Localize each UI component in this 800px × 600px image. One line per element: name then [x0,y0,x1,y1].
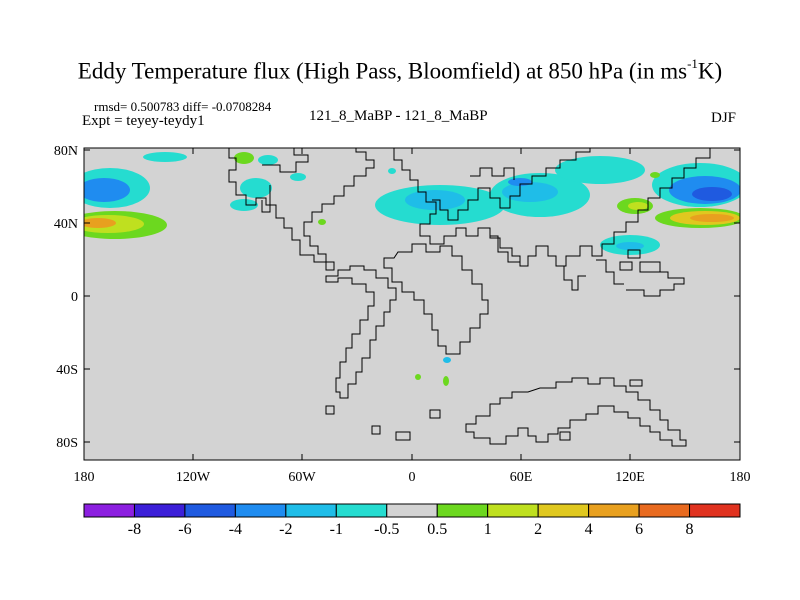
coastline [627,249,641,259]
stats-label: rmsd= 0.500783 diff= -0.0708284 [94,99,272,114]
coastline [325,265,397,399]
coastline [629,379,643,387]
colorbar-label: -1 [330,521,343,538]
lat-tick-marks [84,149,740,443]
colorbar-swatch [83,503,135,518]
lon-label: 180 [74,470,95,485]
anomaly-patch [443,357,451,363]
colorbar-swatch [638,503,691,518]
experiment-label: Expt = teyey-teydy1 [82,113,205,129]
colorbar-label: -8 [128,521,141,538]
coastline [470,167,515,180]
colorbar-label: 8 [686,521,694,538]
lon-tick-labels: 180 120W 60W 0 60E 120E 180 [74,470,751,485]
title-end: K) [697,58,723,84]
anomaly-patch [84,218,116,228]
colorbar-label: -2 [279,521,292,538]
anomaly-patch [502,182,558,202]
coastline [626,271,685,297]
lon-tick-marks [192,148,631,460]
lon-label: 120W [176,470,211,485]
colorbar-swatch [436,503,489,518]
colorbar-label: -6 [178,521,191,538]
colorbar-swatch [335,503,388,518]
coastline [395,431,411,441]
anomaly-patch [230,199,258,211]
lon-label: 120E [615,470,645,485]
colorbar-swatch [487,503,539,518]
anomaly-patch [388,168,396,174]
anomaly-patch [318,219,326,225]
colorbar-swatch [133,503,186,518]
coastline [325,405,335,415]
lon-label: 180 [730,470,751,485]
anomaly-patch [650,172,660,178]
season-label: DJF [711,110,737,126]
colorbar-label: 2 [534,521,542,538]
run-label: 121_8_MaBP - 121_8_MaBP [309,108,488,124]
anomaly-patch [258,155,278,165]
anomaly-patch [555,156,645,184]
lat-label: 40S [56,363,78,378]
coastline [429,409,441,419]
coastline [262,148,309,173]
anomaly-patch [290,173,306,181]
coastline [261,185,271,213]
anomaly-patch [690,214,734,222]
colorbar-swatch [386,503,438,518]
coastline [639,261,661,273]
anomaly-patch [143,152,187,162]
colorbar-swatch [537,503,590,518]
colorbar-labels: -8 -6 -4 -2 -1 -0.5 0.5 1 2 4 6 8 [128,521,694,538]
coastline [556,265,586,291]
lat-tick-labels: 80N 40N 0 40S 80S [54,144,78,451]
colorbar-swatch [689,503,741,518]
coastline [559,431,571,441]
anomaly-patch [84,178,130,202]
coastline [383,243,489,355]
title-sup: -1 [687,56,698,71]
coastline [619,261,633,271]
lat-label: 80S [56,436,78,451]
lon-label: 60W [288,470,316,485]
anomaly-patch [234,152,254,164]
coastline [596,259,624,285]
coastline [228,148,375,271]
colorbar-label: -0.5 [374,521,399,538]
colorbar-swatch [234,503,287,518]
map-title: Eddy Temperature flux (High Pass, Bloomf… [0,56,800,85]
coastline [432,148,591,221]
lon-label: 0 [409,470,416,485]
coastline [490,235,520,263]
coastline [371,425,381,435]
lat-label: 80N [54,144,78,159]
colorbar-label: -4 [229,521,242,538]
anomaly-patch [692,187,732,201]
colorbar-label: 1 [484,521,492,538]
anomaly-patch [616,242,644,250]
colorbar-label: 6 [635,521,643,538]
lat-label: 0 [71,290,78,305]
anomaly-patch [443,376,449,386]
coastlines [228,148,711,447]
colorbar-label: 0.5 [427,521,447,538]
colorbar-swatch [184,503,236,518]
anomaly-patch [240,178,272,198]
title-main: Eddy Temperature flux (High Pass, Bloomf… [77,58,688,84]
lon-label: 60E [510,470,533,485]
colorbar-swatch [285,503,337,518]
lat-label: 40N [54,217,78,232]
colorbar-label: 4 [585,521,593,538]
colorbar [83,503,741,518]
coastline [393,148,711,267]
anomaly-patch [415,374,421,380]
coastline [465,377,687,447]
colorbar-swatch [588,503,640,518]
anomaly-patch [628,202,648,210]
